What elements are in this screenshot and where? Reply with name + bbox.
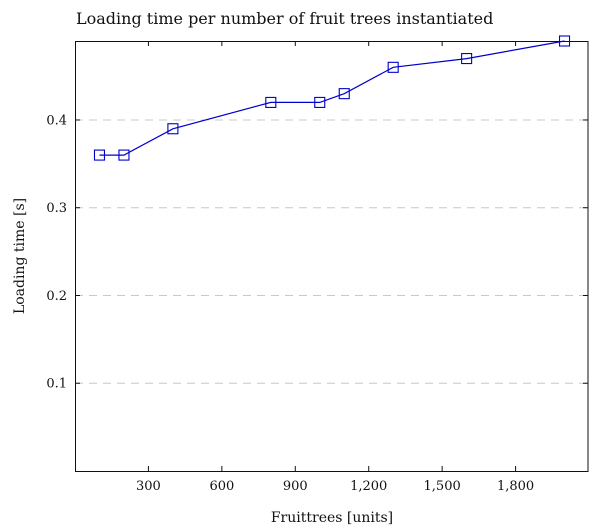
data-point-marker <box>265 96 277 108</box>
data-point-marker <box>461 53 473 65</box>
series-line <box>99 40 565 156</box>
y-tick-label: 0.4 <box>46 113 67 128</box>
y-tick-label: 0.1 <box>46 377 67 392</box>
y-tick-label: 0.2 <box>46 289 67 304</box>
data-point-marker <box>118 149 130 161</box>
grid-lines <box>75 119 588 384</box>
data-point-marker <box>93 149 106 161</box>
data-point-marker <box>387 61 399 73</box>
x-tick-label: 900 <box>283 479 308 494</box>
x-axis-ticks: 300 600 900 1,200 1,500 1,800 <box>136 41 534 494</box>
series-layer <box>93 35 571 161</box>
y-tick-label: 0.3 <box>46 201 67 216</box>
data-point-marker <box>558 35 571 47</box>
x-tick-label: 1,800 <box>497 479 534 494</box>
x-tick-label: 300 <box>136 479 161 494</box>
y-axis-ticks: 0.1 0.2 0.3 0.4 <box>46 113 588 392</box>
x-axis-label: Fruittrees [units] <box>271 510 393 526</box>
data-point-marker <box>338 88 350 100</box>
x-tick-label: 1,200 <box>350 479 387 494</box>
plot-area-frame <box>75 41 589 472</box>
data-point-marker <box>167 123 179 135</box>
chart-title: Loading time per number of fruit trees i… <box>76 9 493 28</box>
y-axis-label: Loading time [s] <box>12 198 28 314</box>
data-point-marker <box>314 96 326 108</box>
x-tick-label: 600 <box>209 479 234 494</box>
x-tick-label: 1,500 <box>424 479 461 494</box>
